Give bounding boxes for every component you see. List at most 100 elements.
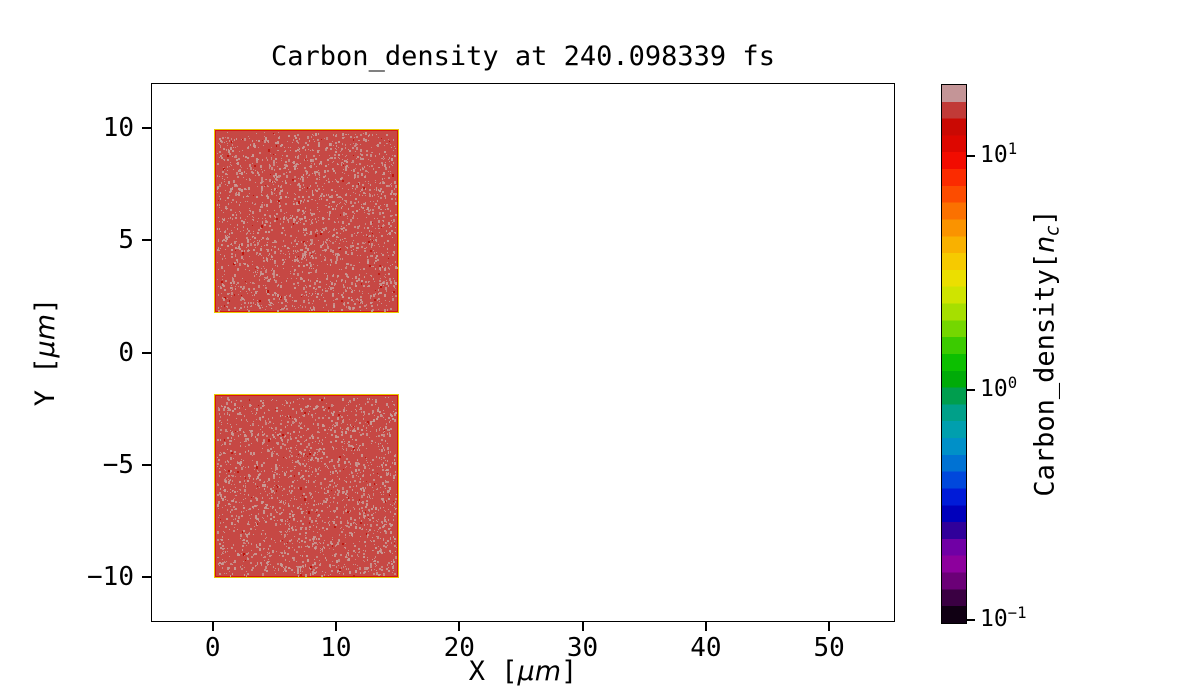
density-speckle (267, 553, 269, 555)
density-speckle (297, 260, 299, 263)
density-speckle (371, 440, 373, 442)
density-speckle (367, 402, 369, 404)
density-speckle (390, 224, 393, 227)
density-speckle (304, 295, 306, 297)
density-speckle (262, 256, 264, 259)
density-speckle (385, 133, 388, 136)
density-speckle (283, 213, 285, 215)
density-speckle (244, 476, 246, 478)
density-speckle (218, 246, 220, 248)
density-speckle (226, 177, 228, 179)
density-speckle (338, 456, 341, 459)
density-speckle (360, 173, 363, 177)
density-speckle (227, 159, 229, 161)
density-speckle (230, 138, 232, 141)
density-speckle (256, 241, 259, 245)
density-speckle (311, 238, 314, 241)
density-speckle (235, 476, 237, 478)
density-speckle (380, 192, 382, 195)
density-speckle (375, 203, 378, 206)
density-speckle (280, 551, 282, 553)
density-speckle (230, 248, 233, 251)
density-speckle (240, 231, 242, 233)
density-speckle (375, 417, 378, 420)
density-speckle (223, 487, 225, 489)
density-speckle (233, 139, 235, 141)
density-speckle (357, 556, 359, 558)
density-speckle (365, 233, 367, 236)
density-speckle (342, 132, 345, 136)
density-speckle (234, 549, 236, 552)
density-speckle (384, 516, 386, 519)
density-speckle (307, 474, 310, 477)
density-speckle (321, 243, 323, 246)
density-speckle (294, 479, 296, 481)
density-speckle (233, 262, 236, 265)
density-speckle (332, 485, 334, 488)
density-speckle (379, 465, 381, 467)
density-speckle (373, 490, 375, 492)
density-speckle (348, 440, 351, 443)
density-speckle (265, 217, 267, 219)
density-speckle (345, 241, 347, 242)
density-speckle (271, 189, 273, 191)
density-speckle (227, 518, 229, 520)
density-speckle (259, 479, 262, 482)
density-speckle (305, 430, 307, 432)
density-speckle (299, 221, 301, 223)
density-speckle (227, 197, 230, 200)
density-speckle (295, 150, 298, 152)
density-speckle (245, 196, 247, 197)
density-speckle (341, 279, 343, 282)
density-speckle (286, 401, 289, 404)
density-speckle (358, 225, 360, 228)
density-speckle (363, 486, 365, 489)
density-speckle (356, 163, 358, 165)
density-speckle (344, 492, 347, 495)
density-speckle (325, 402, 327, 404)
density-speckle (283, 533, 286, 537)
density-speckle (348, 557, 351, 561)
density-speckle (308, 398, 311, 401)
density-speckle (224, 229, 226, 231)
density-speckle (251, 423, 254, 427)
density-speckle (383, 457, 386, 460)
density-speckle (324, 478, 327, 481)
density-speckle (237, 194, 239, 195)
density-speckle (312, 441, 314, 443)
density-speckle (240, 434, 242, 436)
density-speckle (350, 429, 352, 431)
density-speckle (368, 413, 371, 416)
density-speckle (287, 566, 290, 569)
density-speckle (382, 538, 384, 541)
density-speckle (388, 497, 391, 500)
density-speckle (246, 178, 248, 180)
density-speckle (379, 427, 381, 429)
density-speckle (296, 440, 299, 443)
density-speckle (228, 195, 230, 196)
density-speckle (383, 552, 385, 554)
density-speckle (337, 414, 340, 417)
density-speckle (329, 285, 331, 287)
density-speckle (320, 503, 322, 505)
density-speckle (249, 143, 251, 146)
density-speckle (333, 430, 336, 434)
density-speckle (253, 407, 255, 409)
density-speckle (296, 571, 299, 574)
density-speckle (261, 483, 264, 486)
density-speckle (356, 209, 359, 212)
density-speckle (294, 269, 296, 272)
density-speckle (342, 188, 344, 190)
density-speckle (298, 178, 300, 180)
density-speckle (249, 192, 251, 194)
density-speckle (302, 184, 304, 185)
density-speckle (354, 143, 357, 147)
density-speckle (259, 275, 261, 277)
density-speckle (377, 473, 379, 475)
density-speckle (281, 263, 283, 265)
density-speckle (232, 573, 234, 576)
density-speckle (381, 469, 384, 472)
density-speckle (230, 478, 232, 481)
density-speckle (268, 555, 271, 558)
density-speckle (362, 158, 365, 161)
